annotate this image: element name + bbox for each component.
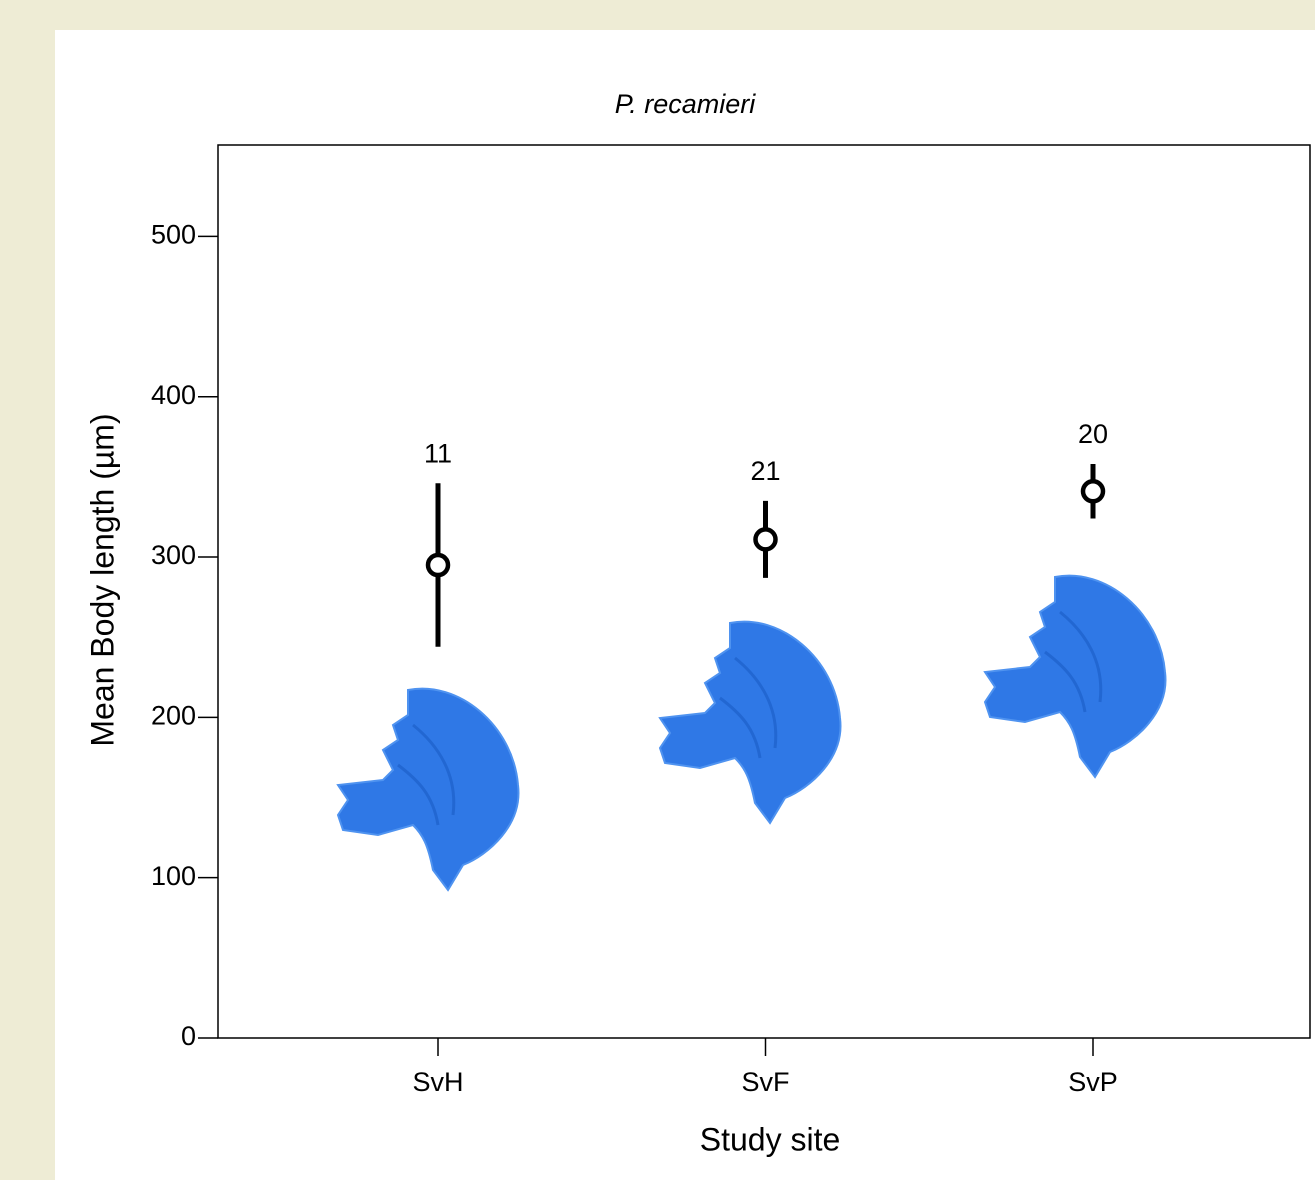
y-tick-label: 0 (181, 1021, 196, 1051)
mean-marker (425, 552, 451, 578)
x-tick-label: SvP (1068, 1067, 1118, 1097)
x-tick-label: SvF (741, 1067, 789, 1097)
y-axis-label: Mean Body length (µm) (84, 413, 120, 746)
y-tick-label: 500 (151, 220, 196, 250)
y-tick-label: 400 (151, 380, 196, 410)
y-tick-label: 200 (151, 700, 196, 730)
mean-marker (1080, 479, 1106, 504)
y-tick-label: 300 (151, 540, 196, 570)
chart-title: P. recamieri (615, 89, 757, 119)
x-tick-label: SvH (412, 1067, 463, 1097)
y-tick-label: 100 (151, 861, 196, 891)
mean-marker (753, 527, 778, 552)
x-axis-label: Study site (700, 1121, 841, 1157)
n-label: 20 (1078, 419, 1108, 449)
n-label: 11 (424, 438, 452, 468)
plot-frame (217, 144, 1311, 1039)
n-label: 21 (750, 456, 780, 486)
